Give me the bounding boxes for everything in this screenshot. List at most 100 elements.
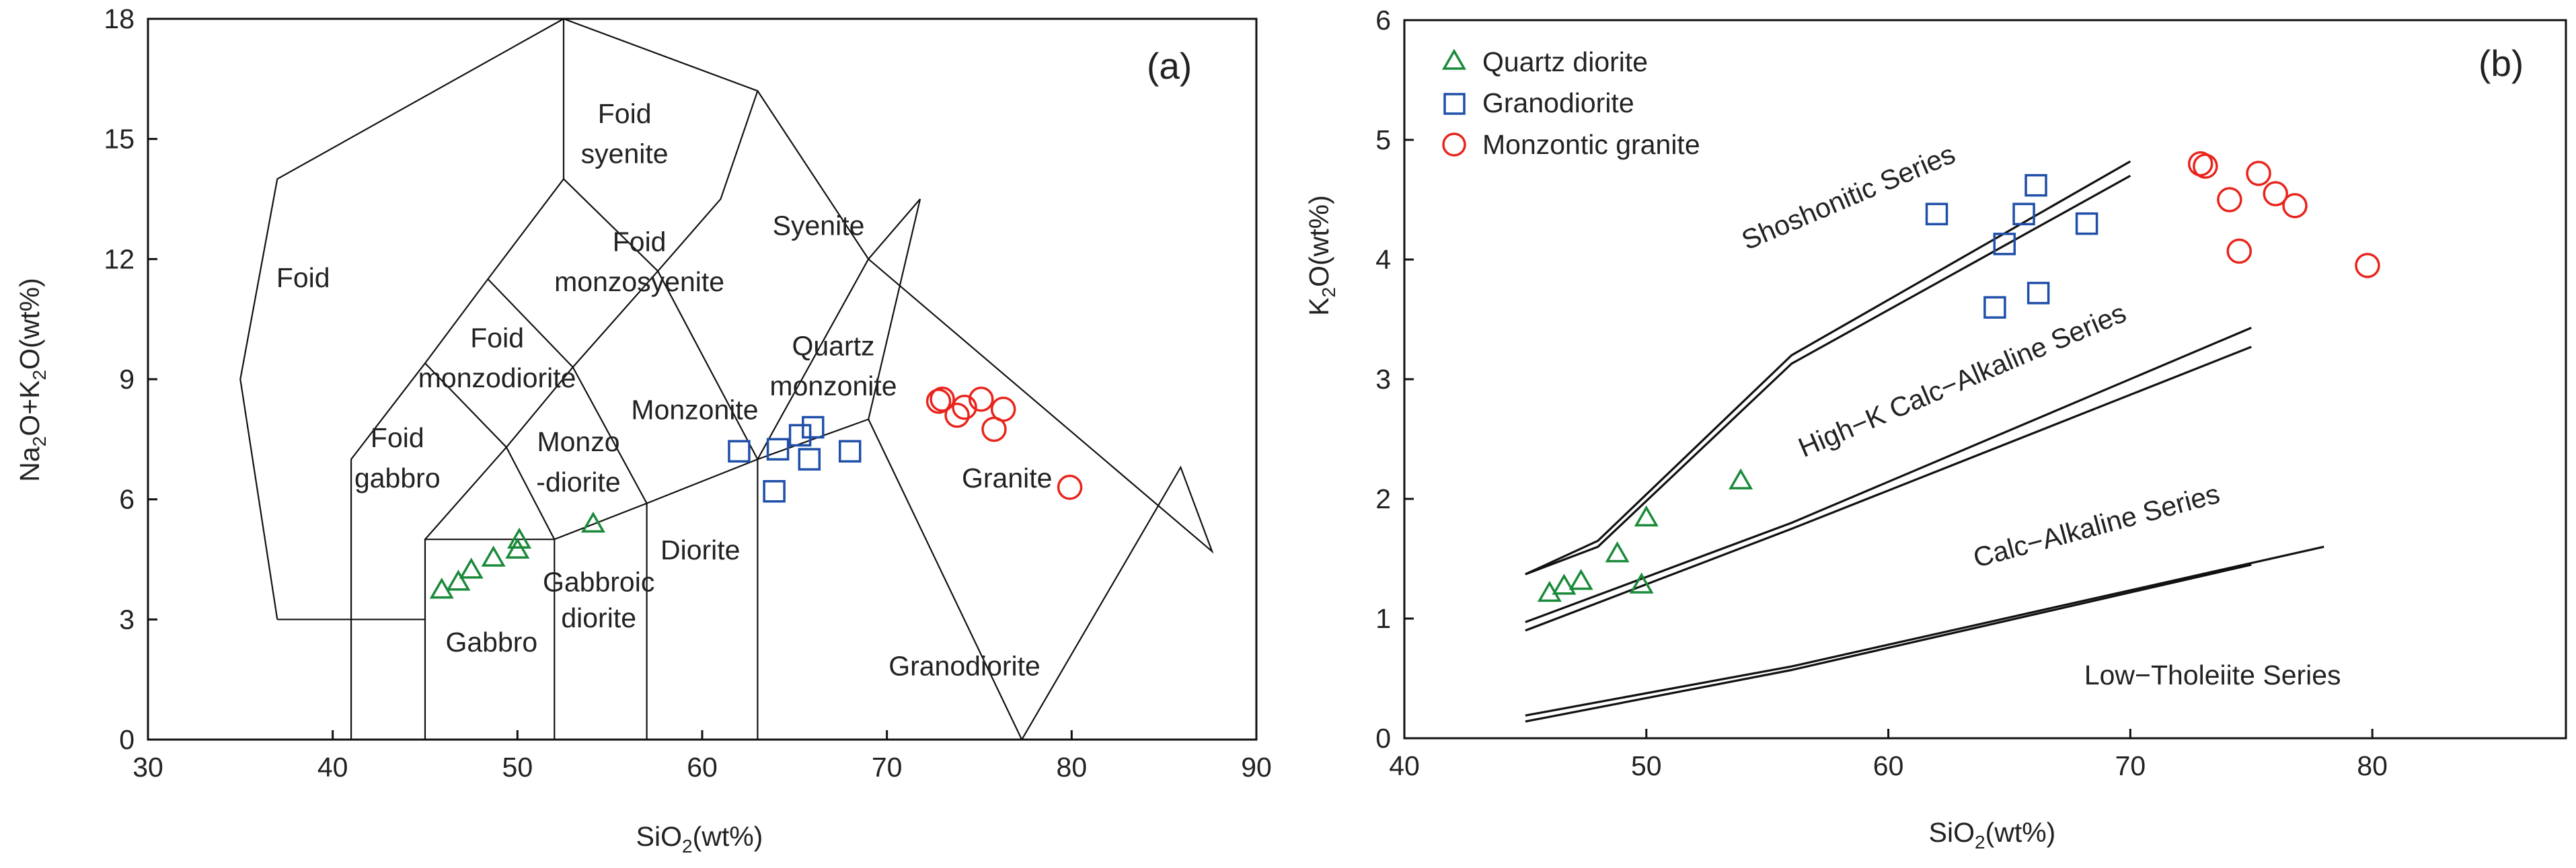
a-point-circle-2 — [944, 402, 970, 428]
tas-boundary-0 — [239, 18, 564, 620]
b-y-tick-label-2: 2 — [1375, 483, 1391, 514]
panel-a-tas: 30 40 50 60 70 80 90 0 3 6 9 12 15 18 Foid Foid syenite… — [14, 3, 1272, 857]
label-foid-gabbro: Foid — [371, 422, 424, 453]
a-point-circle-3 — [952, 394, 977, 420]
square-marker-icon — [1443, 93, 1466, 115]
label-foid-monzosyenite-2: monzosyenite — [554, 266, 724, 297]
legend-label-monzontic-granite: Monzontic granite — [1482, 129, 1700, 160]
label-diorite: Diorite — [660, 535, 740, 565]
b-point-circle-4 — [2246, 161, 2271, 186]
label-monzonite: Monzonite — [631, 395, 758, 426]
legend-label-granodiorite: Granodiorite — [1482, 87, 1634, 118]
panel-b-k2o: 40 50 60 70 80 0 1 2 3 4 5 6 Shoshonitic Series High… — [1303, 5, 2567, 853]
a-point-circle-5 — [981, 416, 1007, 442]
b-point-square-3 — [2012, 202, 2035, 226]
circle-marker-icon — [1442, 132, 1466, 157]
label-granite: Granite — [962, 463, 1052, 494]
b-y-tick-label-5: 5 — [1375, 124, 1391, 155]
b-point-circle-3 — [2226, 238, 2252, 264]
legend-item-granodiorite: Granodiorite — [1443, 87, 1634, 118]
a-point-triangle-4 — [505, 537, 530, 559]
x-tick-label-30: 30 — [132, 752, 163, 783]
label-granodiorite: Granodiorite — [888, 651, 1040, 682]
b-point-triangle-2 — [1568, 569, 1593, 590]
tas-boundary-1 — [563, 17, 1214, 740]
panel-b-x-axis-label: SiO2(wt%) — [1929, 817, 2056, 853]
panel-a-frame — [147, 17, 1258, 741]
panel-b-axis-ticks: 40 50 60 70 80 0 1 2 3 4 5 6 — [1375, 5, 2388, 781]
a-point-square-1 — [763, 480, 786, 503]
a-point-circle-6 — [990, 396, 1016, 422]
y-tick-label-18: 18 — [104, 3, 135, 34]
a-point-triangle-2 — [459, 557, 484, 579]
y-tick-label-0: 0 — [119, 724, 135, 755]
b-x-tick-label-60: 60 — [1873, 750, 1904, 781]
panel-a-x-axis-label: SiO2(wt%) — [636, 821, 763, 857]
label-gabbro: Gabbro — [445, 627, 537, 658]
label-foid-gabbro-2: gabbro — [354, 463, 441, 494]
panel-b-y-axis-label: K2O(wt%) — [1303, 195, 1339, 316]
tas-boundary-15 — [757, 258, 870, 460]
panel-b-label: (b) — [2478, 42, 2524, 84]
b-y-tick-label-4: 4 — [1375, 244, 1391, 275]
b-point-square-1 — [1983, 296, 2006, 319]
label-gabbroic-diorite-2: diorite — [561, 602, 636, 633]
a-point-square-4 — [798, 448, 821, 471]
y-tick-label-12: 12 — [104, 243, 135, 274]
tas-boundary-8 — [868, 419, 1023, 740]
tas-boundary-14 — [868, 198, 921, 260]
tas-boundary-3 — [350, 90, 759, 740]
label-foid: Foid — [276, 262, 330, 293]
b-y-tick-label-3: 3 — [1375, 364, 1391, 395]
b-point-triangle-6 — [1729, 468, 1753, 489]
label-quartz-monzonite: Quartz — [792, 330, 874, 361]
b-x-tick-label-40: 40 — [1389, 750, 1420, 781]
label-foid-monzosyenite: Foid — [613, 226, 667, 257]
label-quartz-monzonite-2: monzonite — [769, 370, 897, 401]
b-y-tick-label-1: 1 — [1375, 603, 1391, 634]
panel-b-data-points — [1537, 151, 2380, 602]
b-y-tick-label-6: 6 — [1375, 5, 1391, 36]
label-foid-monzodiorite-2: monzodiorite — [418, 362, 576, 393]
b-point-circle-2 — [2217, 187, 2242, 212]
b-point-square-5 — [2026, 282, 2050, 305]
series-boundary-lines — [1525, 160, 2324, 723]
a-point-triangle-6 — [580, 511, 605, 533]
legend-item-quartz-diorite: Quartz diorite — [1441, 46, 1648, 77]
a-point-square-3 — [788, 424, 812, 447]
panel-a-axis-ticks: 30 40 50 60 70 80 90 0 3 6 9 12 15 18 — [104, 3, 1271, 783]
x-tick-label-50: 50 — [502, 752, 533, 783]
b-point-square-2 — [1993, 233, 2016, 255]
legend: Quartz diorite Granodiorite Monzontic gr… — [1441, 46, 1700, 160]
label-calc-alkaline-series: Calc−Alkaline Series — [1970, 478, 2223, 574]
x-tick-label-60: 60 — [687, 752, 718, 783]
label-monzodiorite: Monzo — [537, 426, 619, 457]
label-low-tholeiite-series: Low−Tholeiite Series — [2084, 660, 2341, 691]
tas-field-boundaries — [239, 17, 1214, 740]
tas-boundary-12 — [657, 270, 759, 460]
b-point-triangle-5 — [1634, 505, 1659, 527]
x-tick-label-40: 40 — [317, 752, 348, 783]
series-labels: Shoshonitic Series High−K Calc−Alkaline S… — [1737, 138, 2341, 690]
x-tick-label-80: 80 — [1057, 752, 1088, 783]
b-point-triangle-1 — [1552, 574, 1577, 595]
tas-field-labels: Foid Foid syenite Foid monzosyenite Syenite Fo… — [276, 98, 1053, 682]
series-boundary-0 — [1525, 160, 2131, 576]
label-foid-syenite: Foid — [598, 98, 652, 129]
b-point-square-4 — [2024, 173, 2047, 197]
a-point-circle-1 — [930, 387, 955, 412]
b-x-tick-label-50: 50 — [1631, 750, 1662, 781]
b-point-triangle-0 — [1537, 580, 1562, 602]
a-point-triangle-0 — [429, 578, 454, 599]
triangle-marker-icon — [1441, 48, 1467, 70]
y-tick-label-9: 9 — [119, 364, 135, 395]
b-x-tick-label-80: 80 — [2357, 750, 2388, 781]
label-foid-syenite-2: syenite — [581, 138, 669, 169]
b-point-circle-5 — [2263, 181, 2288, 206]
b-point-circle-1 — [2193, 153, 2218, 179]
series-boundary-1 — [1525, 175, 2131, 576]
y-tick-label-6: 6 — [119, 484, 135, 515]
b-point-square-0 — [1925, 202, 1948, 226]
series-boundary-5 — [1525, 563, 2252, 723]
